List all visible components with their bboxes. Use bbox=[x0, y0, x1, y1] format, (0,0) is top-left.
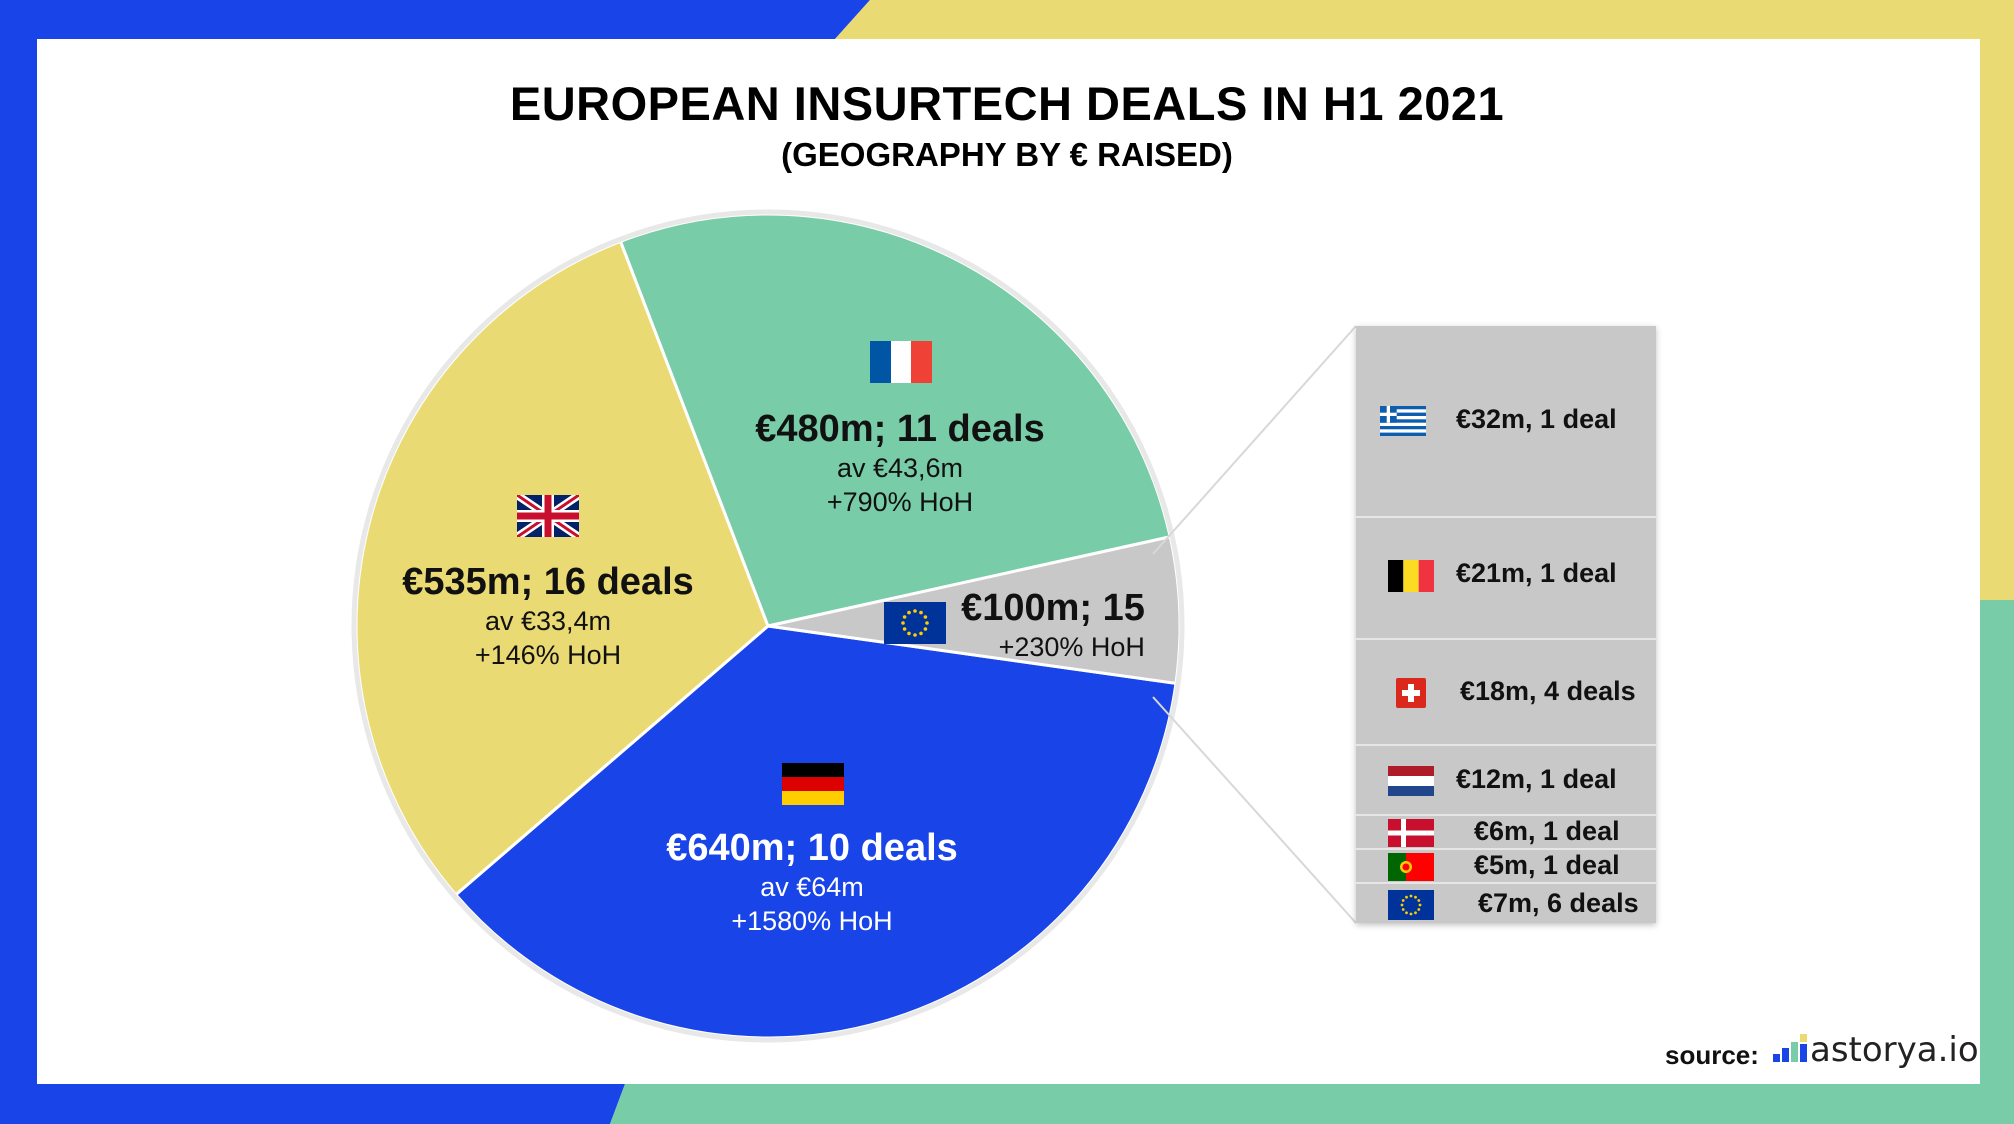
breakdown-row-belgium: €21m, 1 deal bbox=[1356, 516, 1656, 638]
slice-label-other: €100m; 15 +230% HoH bbox=[961, 586, 1145, 664]
slice-avg-uk: av €33,4m bbox=[484, 606, 612, 636]
slice-label-germany: €640m; 10 deals av €64m +1580% HoH bbox=[666, 826, 958, 938]
france-flag-icon bbox=[870, 341, 932, 383]
portugal-flag-icon bbox=[1388, 853, 1434, 881]
belgium-flag-icon bbox=[1388, 560, 1434, 592]
slice-value-other: €100m; 15 bbox=[961, 587, 1145, 629]
breakdown-row-denmark: €6m, 1 deal bbox=[1356, 814, 1656, 848]
breakdown-row-switzerland: €18m, 4 deals bbox=[1356, 638, 1656, 744]
breakdown-label-greece: €32m, 1 deal bbox=[1456, 404, 1617, 434]
slice-label-france: €480m; 11 deals av €43,6m +790% HoH bbox=[755, 407, 1044, 519]
breakdown-row-portugal: €5m, 1 deal bbox=[1356, 848, 1656, 882]
chart-subtitle: (GEOGRAPHY BY € RAISED) bbox=[781, 136, 1233, 173]
breakdown-label-switzerland: €18m, 4 deals bbox=[1460, 676, 1636, 706]
breakdown-row-netherlands: €12m, 1 deal bbox=[1356, 744, 1656, 814]
brand-logo-text: astorya.io bbox=[1810, 1030, 1979, 1070]
slice-growth-uk: +146% HoH bbox=[474, 640, 622, 670]
slice-value-uk: €535m; 16 deals bbox=[402, 561, 694, 603]
breakdown-label-belgium: €21m, 1 deal bbox=[1456, 558, 1617, 588]
eu-flag-icon bbox=[884, 602, 946, 644]
slice-avg-germany: av €64m bbox=[760, 872, 864, 902]
breakdown-label-portugal: €5m, 1 deal bbox=[1474, 850, 1620, 880]
germany-flag-icon bbox=[782, 763, 844, 805]
netherlands-flag-icon bbox=[1388, 766, 1434, 796]
slice-avg-france: av €43,6m bbox=[836, 453, 964, 483]
switzerland-flag-icon bbox=[1396, 678, 1426, 708]
breakdown-row-greece: €32m, 1 deal bbox=[1356, 326, 1656, 516]
slice-growth-germany: +1580% HoH bbox=[731, 906, 893, 936]
uk-flag-icon bbox=[517, 495, 579, 537]
eu-flag-icon bbox=[1388, 890, 1434, 920]
breakdown-panel: €32m, 1 deal €21m, 1 deal €18m, 4 deals … bbox=[1356, 326, 1656, 923]
source-label: source: bbox=[1665, 1040, 1759, 1070]
slice-growth-france: +790% HoH bbox=[826, 487, 974, 517]
denmark-flag-icon bbox=[1388, 819, 1434, 847]
breakdown-row-other-eu: €7m, 6 deals bbox=[1356, 882, 1656, 923]
greece-flag-icon bbox=[1380, 406, 1426, 436]
astorya-logo-icon bbox=[1773, 1034, 1807, 1062]
breakdown-label-denmark: €6m, 1 deal bbox=[1474, 816, 1620, 846]
breakdown-label-other-eu: €7m, 6 deals bbox=[1478, 888, 1639, 918]
slice-value-germany: €640m; 10 deals bbox=[666, 827, 958, 869]
breakdown-label-netherlands: €12m, 1 deal bbox=[1456, 764, 1617, 794]
slice-value-france: €480m; 11 deals bbox=[755, 408, 1045, 450]
pie-outline bbox=[351, 209, 1185, 1043]
slice-growth-other: +230% HoH bbox=[998, 632, 1145, 662]
slice-label-uk: €535m; 16 deals av €33,4m +146% HoH bbox=[402, 560, 694, 672]
chart-title: EUROPEAN INSURTECH DEALS IN H1 2021 bbox=[509, 77, 1505, 130]
